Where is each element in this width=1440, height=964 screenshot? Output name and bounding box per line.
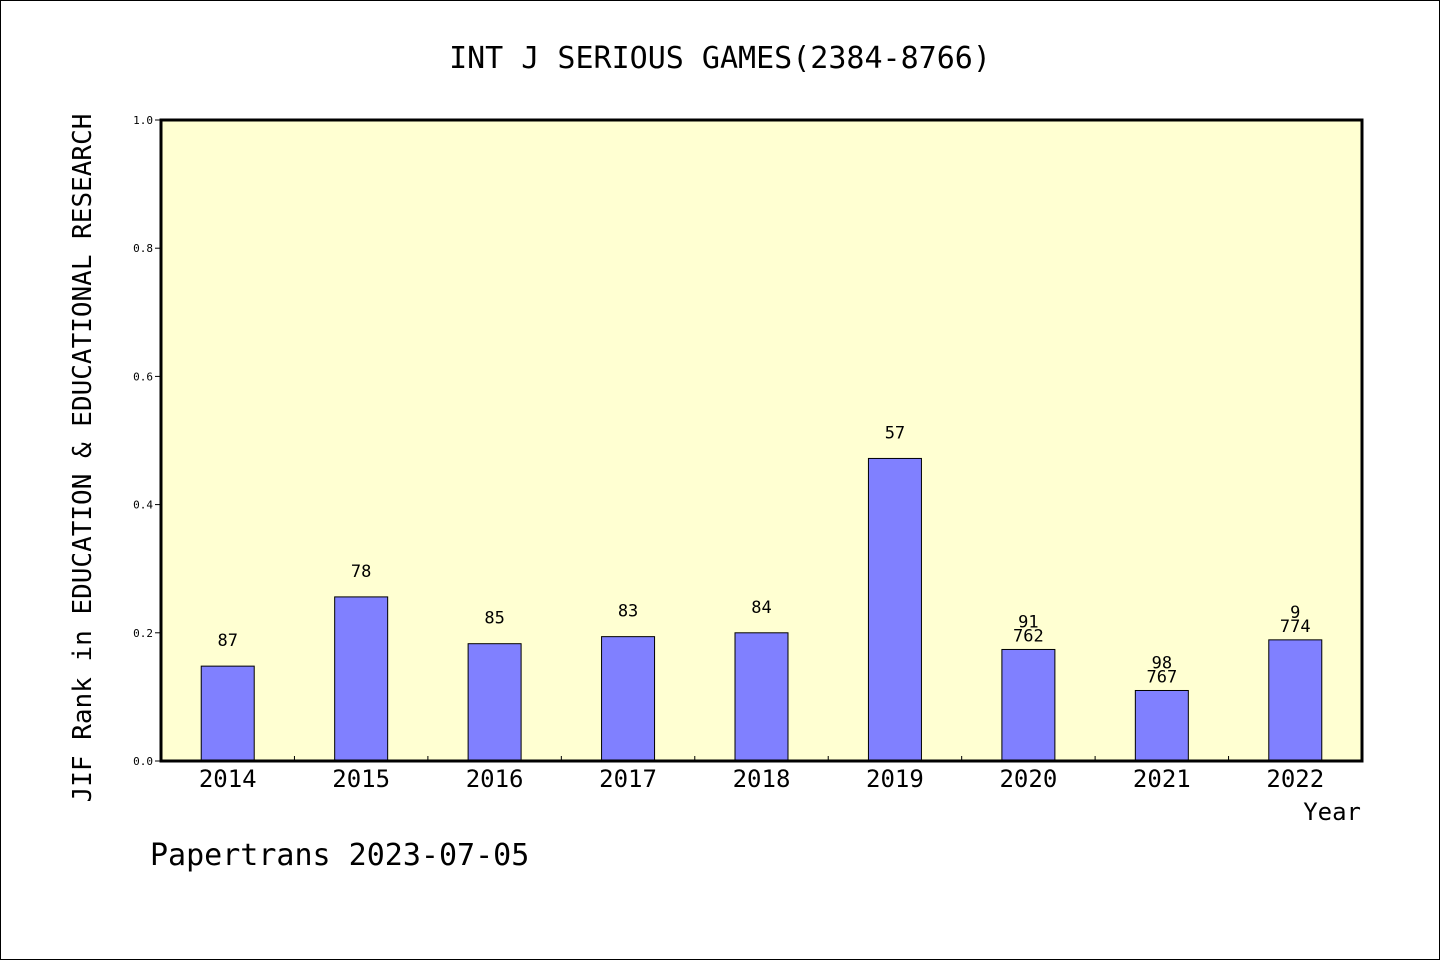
x-tick-label: 2016 xyxy=(466,765,524,793)
x-tick-label: 2018 xyxy=(733,765,791,793)
bar-value-label: 78 xyxy=(351,562,371,582)
y-axis: 0.0 0.2 0.4 0.6 0.8 1.0 xyxy=(133,114,161,768)
x-axis: 2014 2015 2016 2017 2018 2019 2020 2021 2022 xyxy=(199,756,1324,793)
bar-value-label: 91 xyxy=(1018,612,1038,632)
x-tick-label: 2022 xyxy=(1266,765,1324,793)
chart-title: INT J SERIOUS GAMES(2384-8766) xyxy=(449,41,991,76)
bar xyxy=(1001,648,1056,762)
x-tick-label: 2021 xyxy=(1133,765,1191,793)
bar xyxy=(200,665,255,762)
bar-value-label: 767 xyxy=(1146,667,1177,687)
bar-value-label: 85 xyxy=(484,609,504,629)
y-tick-label: 0.2 xyxy=(133,627,153,640)
bar xyxy=(601,636,656,762)
bar-value-label: 774 xyxy=(1280,617,1311,637)
x-tick-label: 2020 xyxy=(999,765,1057,793)
x-tick-label: 2014 xyxy=(199,765,257,793)
y-tick-label: 1.0 xyxy=(133,114,153,127)
bar xyxy=(467,643,522,762)
y-tick-label: 0.0 xyxy=(133,755,153,768)
bar-value-label: 83 xyxy=(618,602,638,622)
bar-value-label: 84 xyxy=(751,598,771,618)
x-axis-label: Year xyxy=(1303,798,1361,826)
y-tick-label: 0.4 xyxy=(133,499,153,512)
x-tick-label: 2015 xyxy=(332,765,390,793)
bar-value-label: 57 xyxy=(885,423,905,443)
y-tick-label: 0.6 xyxy=(133,370,153,383)
x-tick-label: 2019 xyxy=(866,765,924,793)
bar-value-label: 87 xyxy=(217,631,237,651)
bar xyxy=(1268,639,1323,762)
bar-value-label: 98 xyxy=(1152,653,1172,673)
bar-value-label: 762 xyxy=(1013,626,1044,646)
bar-value-label: 9 xyxy=(1290,603,1300,623)
x-tick-label: 2017 xyxy=(599,765,657,793)
y-tick-label: 0.8 xyxy=(133,242,153,255)
bar xyxy=(334,596,389,762)
bar xyxy=(1134,689,1189,762)
footer-credit: Papertrans 2023-07-05 xyxy=(150,838,529,873)
bar xyxy=(867,457,922,762)
plot-border xyxy=(159,118,1364,763)
bar xyxy=(734,632,789,762)
y-axis-label: JIF Rank in EDUCATION & EDUCATIONAL RESE… xyxy=(68,114,98,803)
